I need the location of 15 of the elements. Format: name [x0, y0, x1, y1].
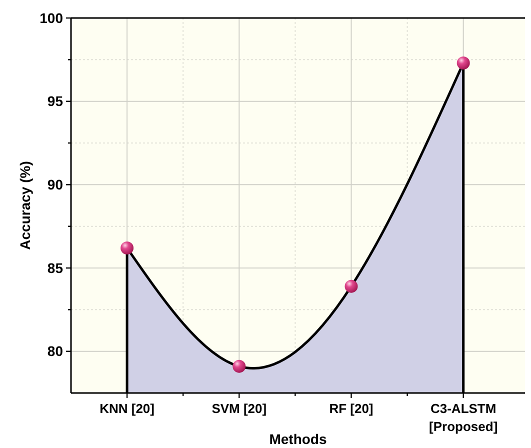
x-axis-title: Methods [269, 431, 327, 447]
y-tick-label: 80 [47, 343, 64, 360]
y-tick-label: 100 [40, 10, 64, 26]
y-tick-label: 95 [47, 93, 64, 110]
y-tick-label: 85 [47, 260, 64, 276]
point [120, 242, 134, 254]
y-axis-title: Accuracy (%) [17, 161, 33, 250]
x-tick-label: SVM [20] [212, 401, 267, 416]
x-tick-label: RF [20] [329, 401, 374, 416]
point [344, 280, 358, 293]
point [456, 56, 470, 70]
point [232, 360, 246, 373]
x-tick-label: C3-ALSTM [Proposed] [429, 401, 498, 434]
y-tick-label: 90 [47, 176, 64, 193]
x-tick-label: KNN [20] [100, 401, 155, 416]
